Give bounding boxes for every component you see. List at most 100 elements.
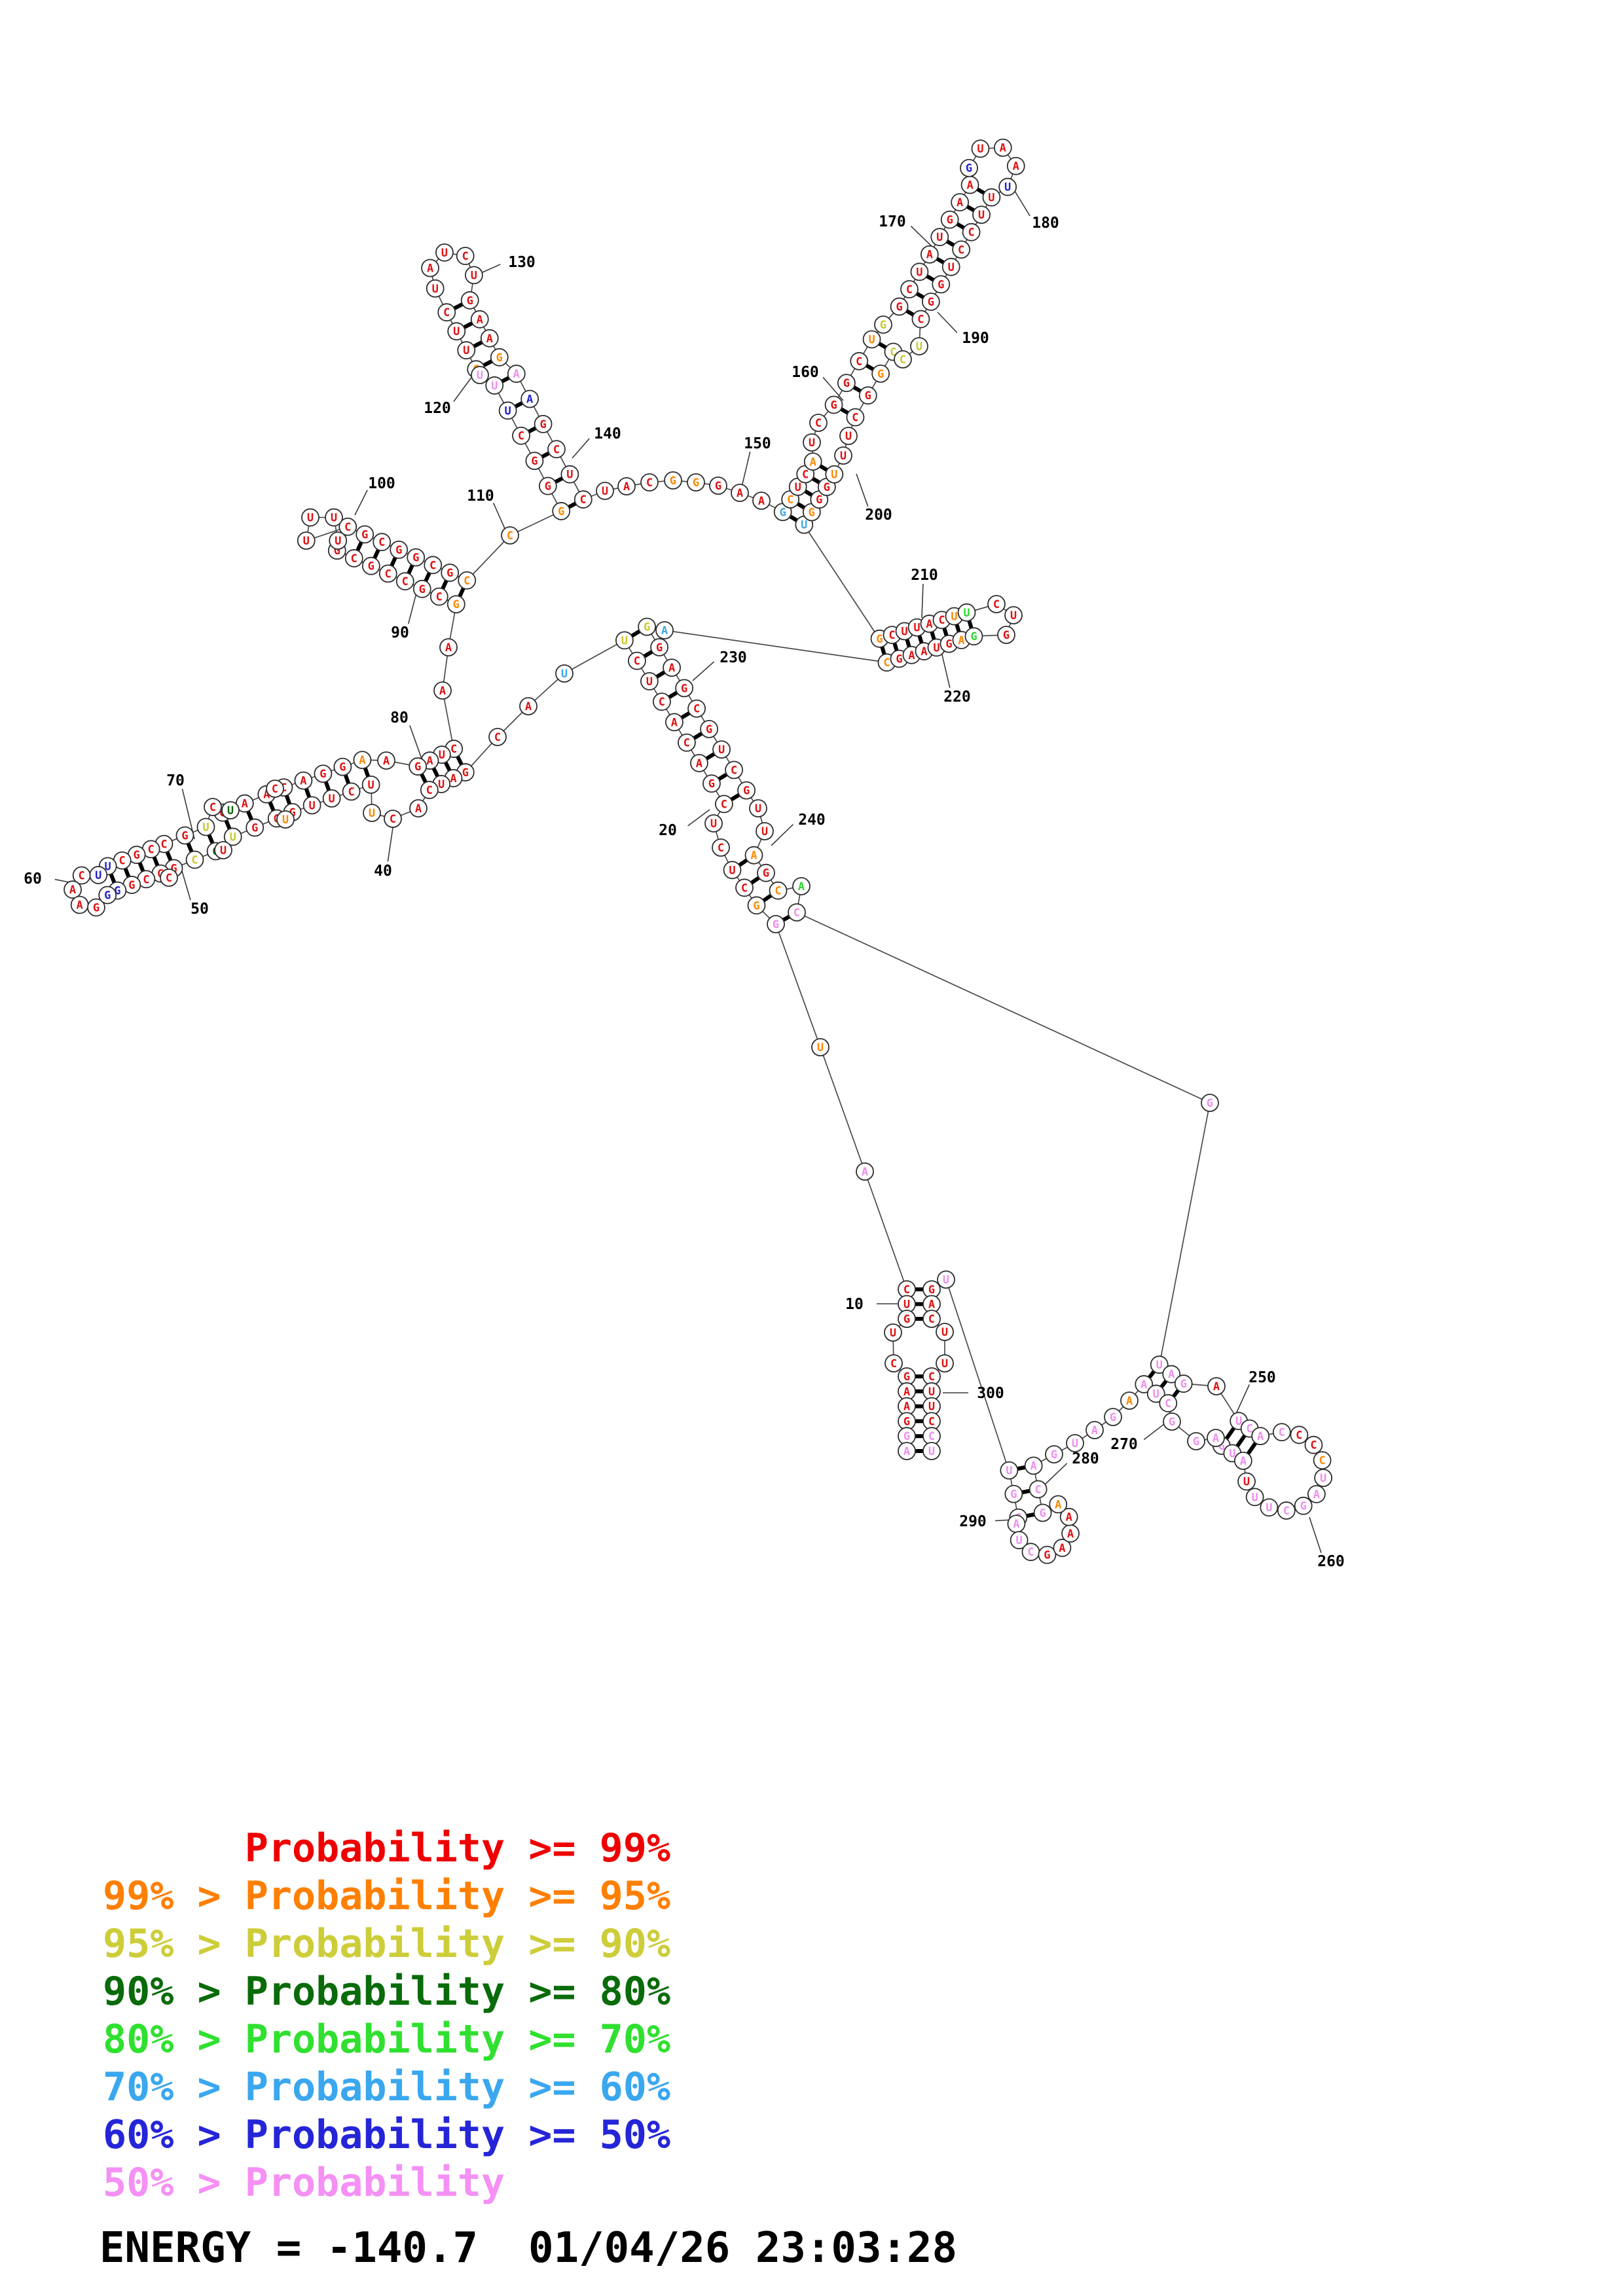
nucleotide-base — [1201, 1094, 1219, 1112]
nucleotide-base — [1245, 1488, 1264, 1507]
base-letter: G — [903, 1415, 910, 1428]
base-letter: G — [743, 785, 750, 798]
position-label: 140 — [594, 425, 621, 442]
nucleotide-base — [752, 492, 771, 510]
nucleotide-base — [501, 526, 519, 545]
base-letter: G — [1180, 1378, 1187, 1391]
base-letter: A — [1059, 1542, 1065, 1555]
nucleotide-base — [409, 757, 428, 776]
base-letter: C — [390, 813, 396, 826]
base-letter: U — [432, 283, 439, 296]
backbone-and-bonds-layer — [54, 147, 1324, 1556]
legend-line: 50% > Probability — [103, 2160, 505, 2206]
nucleotide-base — [704, 814, 723, 833]
nucleotide-base — [1233, 1451, 1252, 1470]
base-letter: U — [755, 802, 761, 816]
base-letter: C — [402, 575, 409, 588]
nucleotide-base — [900, 279, 919, 298]
base-letter: U — [471, 269, 477, 282]
base-letter: C — [79, 870, 85, 883]
base-letter: U — [566, 469, 573, 482]
base-letter: G — [412, 552, 419, 565]
base-letter: G — [361, 528, 368, 541]
label-leader-line — [1014, 190, 1030, 217]
nucleotide-base — [687, 699, 706, 718]
base-letter: C — [1279, 1426, 1285, 1439]
base-letter: G — [824, 481, 830, 494]
nucleotide-base — [937, 1270, 955, 1289]
base-letter: U — [729, 864, 735, 877]
base-letter: U — [948, 261, 955, 274]
nucleotide-base — [744, 846, 763, 865]
base-letter: A — [526, 393, 533, 406]
position-label: 130 — [508, 254, 536, 271]
nucleotide-base — [663, 658, 681, 677]
nucleotide-base — [850, 351, 869, 370]
base-letter: A — [1030, 1460, 1037, 1473]
nucleotide-base — [1004, 606, 1023, 624]
base-letter: U — [621, 634, 628, 647]
base-letter: U — [646, 675, 653, 689]
position-label: 230 — [720, 649, 747, 666]
nucleotide-base — [922, 1310, 941, 1328]
nucleotide-base — [617, 477, 636, 495]
nucleotide-base — [803, 452, 822, 471]
nucleotide-base — [433, 681, 452, 700]
base-letter: A — [1055, 1498, 1061, 1511]
base-letter: U — [453, 325, 460, 338]
base-letter: C — [856, 355, 862, 368]
base-letter: G — [877, 368, 884, 381]
nucleotide-base — [196, 817, 215, 836]
nucleotide-base — [1277, 1501, 1296, 1520]
base-letter: G — [928, 1283, 935, 1297]
base-letter: G — [903, 1313, 910, 1326]
base-letter: A — [926, 618, 932, 631]
base-letter: G — [531, 455, 538, 468]
base-letter: C — [1283, 1505, 1290, 1518]
backbone-line — [466, 535, 511, 581]
nucleotide-base — [921, 293, 940, 311]
legend-line: 99% > Probability >= 95% — [103, 1873, 670, 1919]
base-letter: A — [661, 624, 668, 637]
nucleotide-base — [846, 408, 865, 427]
base-letter: U — [1010, 609, 1017, 622]
nucleotide-base — [687, 473, 705, 492]
base-letter: G — [1010, 1488, 1017, 1501]
nucleotide-base — [447, 595, 465, 614]
base-letter: C — [917, 314, 924, 327]
base-letter: A — [1000, 142, 1006, 155]
base-letter: C — [928, 1313, 935, 1326]
nucleotide-base — [329, 531, 348, 550]
nucleotide-base — [1135, 1375, 1154, 1393]
position-label: 300 — [977, 1385, 1004, 1402]
nucleotide-base — [834, 446, 852, 465]
base-letter: U — [307, 512, 314, 525]
nucleotide-base — [98, 886, 117, 905]
base-letter: A — [1013, 1518, 1019, 1531]
base-letter: A — [1126, 1395, 1133, 1408]
nucleotide-base — [1159, 1394, 1178, 1412]
base-letter: U — [335, 535, 341, 548]
nucleotide-base — [837, 374, 856, 393]
base-letter: U — [491, 380, 498, 393]
nucleotide-base — [363, 804, 381, 822]
base-letter: U — [438, 778, 445, 791]
label-leader-line — [1309, 1516, 1322, 1553]
base-letter: C — [429, 559, 436, 572]
nucleotide-base — [1010, 1531, 1029, 1550]
base-letter: C — [718, 842, 724, 855]
base-letter: U — [718, 744, 725, 757]
base-letter: G — [334, 545, 340, 558]
base-letter: G — [1169, 1416, 1175, 1429]
base-letter: U — [936, 231, 943, 244]
base-letter: U — [95, 869, 101, 882]
base-letter: G — [368, 560, 374, 573]
base-letter: C — [928, 1415, 935, 1428]
base-letter: G — [706, 723, 712, 736]
base-letter: C — [210, 801, 216, 814]
base-letter: C — [903, 1283, 910, 1297]
base-letter: G — [93, 901, 100, 914]
nucleotide-base — [1237, 1472, 1256, 1491]
nucleotide-base — [519, 697, 538, 715]
base-letter: U — [1004, 181, 1011, 194]
